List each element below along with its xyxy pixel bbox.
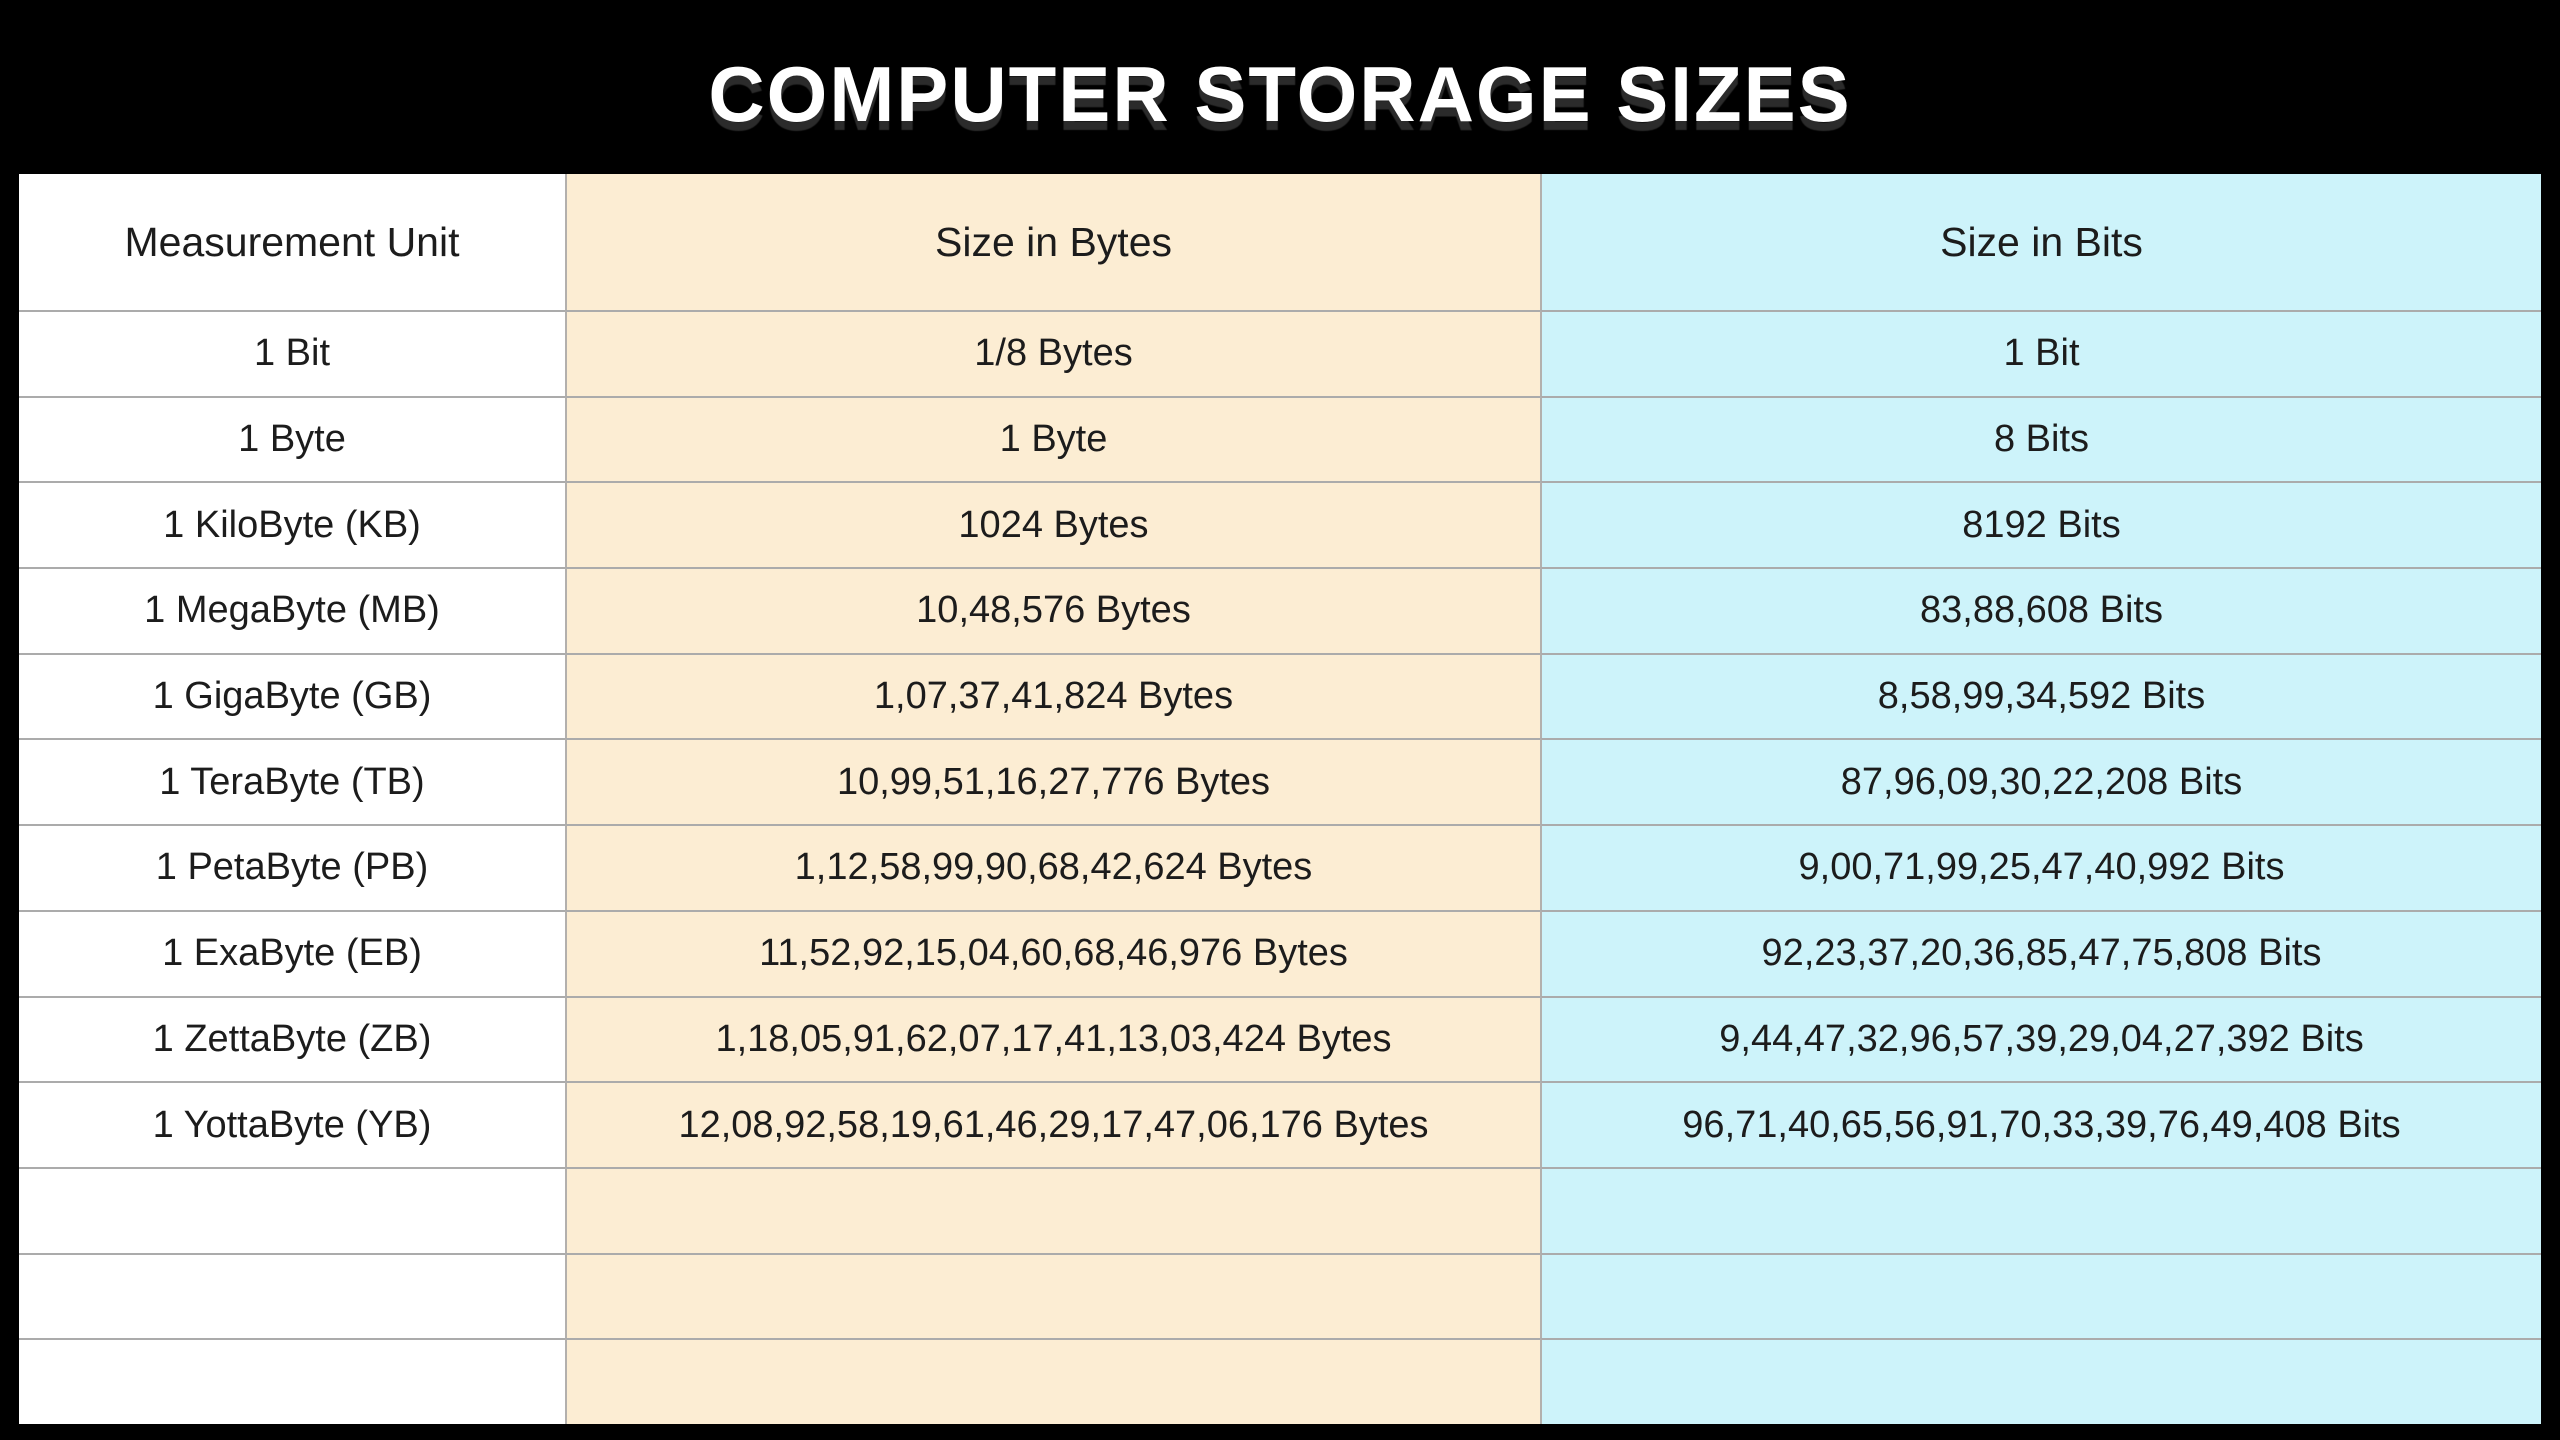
empty-bits-cell bbox=[1540, 1166, 2541, 1253]
empty-bytes-cell bbox=[565, 1166, 1540, 1253]
bits-value-cell: 96,71,40,65,56,91,70,33,39,76,49,408 Bit… bbox=[1540, 1081, 2541, 1167]
empty-bytes-cell bbox=[565, 1252, 1540, 1339]
empty-unit-cell bbox=[19, 1338, 565, 1424]
bytes-value-cell: 1,07,37,41,824 Bytes bbox=[565, 652, 1540, 739]
unit-cell: 1 Bit bbox=[19, 310, 565, 396]
bytes-value-cell: 1,12,58,99,90,68,42,624 Bytes bbox=[565, 824, 1540, 910]
empty-bytes-cell bbox=[565, 1338, 1540, 1424]
bytes-value-cell: 10,99,51,16,27,776 Bytes bbox=[565, 738, 1540, 825]
bits-value-cell: 83,88,608 Bits bbox=[1540, 567, 2541, 653]
unit-cell: 1 KiloByte (KB) bbox=[19, 481, 565, 568]
column-header-size-in-bits: Size in Bits bbox=[1540, 174, 2541, 310]
unit-cell: 1 TeraByte (TB) bbox=[19, 738, 565, 825]
unit-cell: 1 MegaByte (MB) bbox=[19, 567, 565, 653]
bits-value-cell: 9,00,71,99,25,47,40,992 Bits bbox=[1540, 824, 2541, 910]
unit-cell: 1 PetaByte (PB) bbox=[19, 824, 565, 910]
column-header-size-in-bytes: Size in Bytes bbox=[565, 174, 1540, 310]
bits-value-cell: 8,58,99,34,592 Bits bbox=[1540, 652, 2541, 739]
unit-cell: 1 Byte bbox=[19, 395, 565, 482]
bits-value-cell: 8 Bits bbox=[1540, 395, 2541, 482]
bytes-value-cell: 11,52,92,15,04,60,68,46,976 Bytes bbox=[565, 909, 1540, 996]
storage-sizes-table: Measurement Unit Size in Bytes Size in B… bbox=[19, 174, 2541, 1424]
empty-bits-cell bbox=[1540, 1338, 2541, 1424]
column-header-measurement-unit: Measurement Unit bbox=[19, 174, 565, 310]
unit-cell: 1 ExaByte (EB) bbox=[19, 909, 565, 996]
unit-cell: 1 GigaByte (GB) bbox=[19, 652, 565, 739]
bits-value-cell: 8192 Bits bbox=[1540, 481, 2541, 568]
bytes-value-cell: 1 Byte bbox=[565, 395, 1540, 482]
empty-unit-cell bbox=[19, 1252, 565, 1339]
bits-value-cell: 9,44,47,32,96,57,39,29,04,27,392 Bits bbox=[1540, 995, 2541, 1082]
empty-bits-cell bbox=[1540, 1252, 2541, 1339]
bits-value-cell: 87,96,09,30,22,208 Bits bbox=[1540, 738, 2541, 825]
title-bar: COMPUTER STORAGE SIZES bbox=[0, 0, 2560, 174]
bytes-value-cell: 12,08,92,58,19,61,46,29,17,47,06,176 Byt… bbox=[565, 1081, 1540, 1167]
unit-cell: 1 ZettaByte (ZB) bbox=[19, 995, 565, 1082]
bits-value-cell: 1 Bit bbox=[1540, 310, 2541, 396]
bytes-value-cell: 1,18,05,91,62,07,17,41,13,03,424 Bytes bbox=[565, 995, 1540, 1082]
bits-value-cell: 92,23,37,20,36,85,47,75,808 Bits bbox=[1540, 909, 2541, 996]
bytes-value-cell: 1/8 Bytes bbox=[565, 310, 1540, 396]
bytes-value-cell: 1024 Bytes bbox=[565, 481, 1540, 568]
empty-unit-cell bbox=[19, 1166, 565, 1253]
page-title: COMPUTER STORAGE SIZES bbox=[708, 49, 1852, 138]
bytes-value-cell: 10,48,576 Bytes bbox=[565, 567, 1540, 653]
unit-cell: 1 YottaByte (YB) bbox=[19, 1081, 565, 1167]
